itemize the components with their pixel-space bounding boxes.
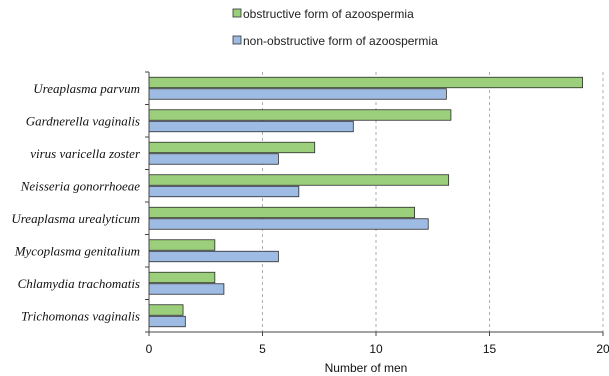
bar-series2-3: [148, 153, 279, 165]
bar-series1-8: [148, 304, 184, 316]
bar-series2-4: [148, 185, 300, 198]
category-label-1: Ureaplasma parvum: [33, 81, 140, 96]
legend-label-2: non-obstructive form of azoospermia: [243, 34, 438, 48]
x-axis-title: Number of men: [325, 361, 408, 375]
bar-series2-8: [148, 315, 186, 328]
bar-series1-5: [148, 206, 415, 219]
axes: [145, 71, 604, 336]
tick-labels: 0 5 10 15 20: [146, 342, 609, 356]
category-label-4: Neisseria gonorrhoeae: [20, 178, 141, 193]
x-tick-label-0: 0: [146, 342, 153, 356]
legend: obstructive form of azoospermia non-obstr…: [232, 7, 438, 48]
bar-series2-7: [148, 283, 225, 295]
x-tick-label-15: 15: [483, 342, 497, 356]
category-label-2: Gardnerella vaginalis: [26, 113, 140, 128]
bar-series1-6: [148, 239, 216, 251]
bars: [148, 76, 583, 328]
x-tick-label-10: 10: [369, 342, 383, 356]
bar-series1-2: [148, 109, 452, 121]
bar-series1-3: [148, 141, 316, 154]
bar-series2-6: [148, 250, 279, 263]
x-tick-label-5: 5: [259, 342, 266, 356]
bar-series2-1: [148, 88, 447, 100]
category-label-3: virus varicella zoster: [30, 146, 141, 161]
bar-series2-5: [148, 218, 429, 230]
bar-series1-1: [148, 76, 583, 89]
category-labels: Ureaplasma parvum Gardnerella vaginalis vi…: [11, 81, 141, 324]
category-label-8: Trichomonas vaginalis: [21, 308, 140, 323]
bar-series2-2: [148, 120, 354, 133]
category-label-5: Ureaplasma urealyticum: [11, 211, 140, 226]
category-label-6: Mycoplasma genitalium: [14, 243, 140, 258]
bar-series1-7: [148, 271, 216, 284]
legend-swatch-2: [232, 35, 242, 45]
category-label-7: Chlamydia trachomatis: [18, 276, 140, 291]
legend-label-1: obstructive form of azoospermia: [243, 7, 414, 21]
legend-swatch-1: [232, 8, 242, 18]
bar-series1-4: [148, 174, 450, 186]
x-tick-label-20: 20: [596, 342, 609, 356]
